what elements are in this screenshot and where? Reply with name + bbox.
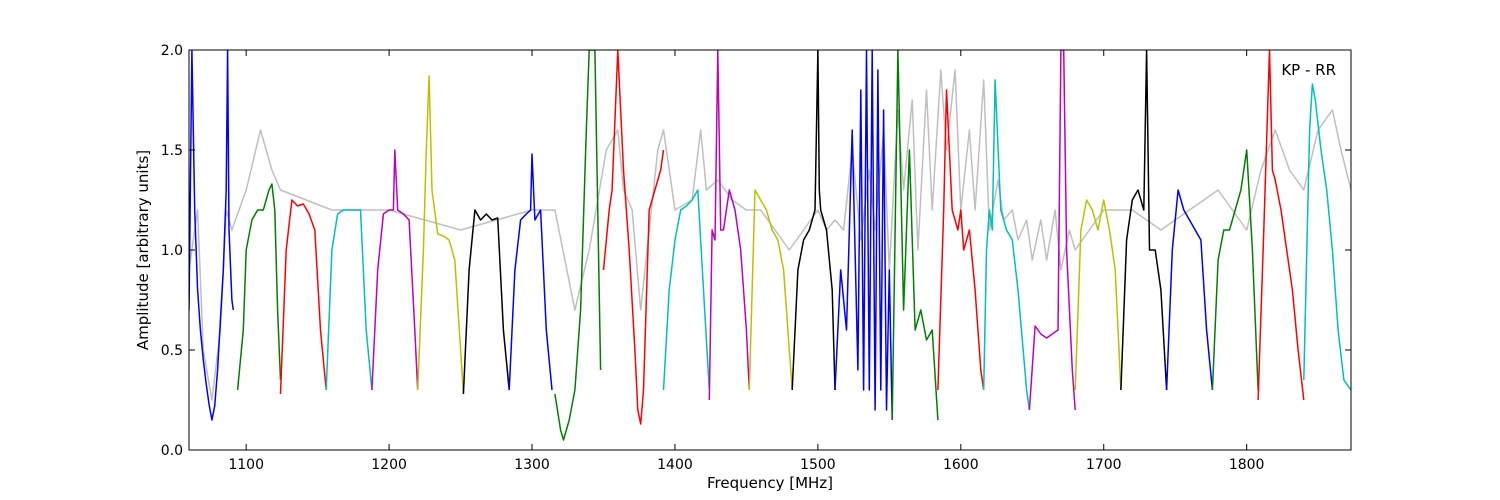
series-line-15	[791, 50, 836, 391]
series-line-3	[279, 199, 327, 395]
series-line-6	[416, 75, 465, 395]
series-line-24	[1211, 149, 1259, 391]
series-line-22	[1120, 50, 1168, 391]
series-line-13	[708, 50, 751, 401]
series-line-26	[1303, 83, 1351, 391]
y-tick-label: 0.0	[161, 443, 183, 459]
x-tick-label: 1700	[1086, 457, 1122, 473]
series-line-18	[937, 89, 985, 391]
series-line-11	[602, 50, 665, 425]
background-series-line	[189, 69, 1351, 401]
x-tick-label: 1800	[1229, 457, 1265, 473]
series-line-2	[236, 183, 282, 391]
series-line-7	[462, 209, 510, 395]
series-line-16	[834, 50, 893, 421]
series-line-17	[891, 50, 939, 421]
series-line-10	[594, 50, 602, 371]
x-tick-label: 1400	[657, 457, 693, 473]
y-tick-label: 1.0	[161, 243, 183, 259]
series-line-5	[371, 149, 419, 391]
series-line-4	[325, 209, 373, 391]
series-line-9	[554, 50, 595, 441]
y-tick-label: 0.5	[161, 343, 183, 359]
y-axis: 0.0 0.5 1.0 1.5 2.0	[161, 43, 1351, 459]
y-tick-label: 2.0	[161, 43, 183, 59]
x-axis-title: Frequency [MHz]	[707, 474, 833, 492]
series-line-19	[982, 79, 1031, 411]
x-tick-label: 1300	[514, 457, 550, 473]
x-axis: 1100 1200 1300 1400 1500 1600 1700 1800	[228, 50, 1264, 473]
background-series-layer	[189, 69, 1351, 401]
series-line-21	[1074, 199, 1122, 391]
x-tick-label: 1100	[228, 457, 264, 473]
series-line-23	[1165, 189, 1214, 391]
y-tick-label: 1.5	[161, 143, 183, 159]
series-layer	[189, 50, 1351, 441]
x-tick-label: 1600	[943, 457, 979, 473]
series-line-14	[748, 189, 793, 391]
y-axis-title: Amplitude [arbitrary units]	[134, 150, 152, 350]
series-line-8	[508, 153, 553, 391]
panel-annotation: KP - RR	[1281, 61, 1336, 79]
series-line-25	[1257, 50, 1305, 401]
x-tick-label: 1200	[371, 457, 407, 473]
series-line-20	[1028, 50, 1076, 411]
series-line-12	[662, 189, 711, 391]
x-tick-label: 1500	[800, 457, 836, 473]
series-line-1	[189, 50, 235, 421]
